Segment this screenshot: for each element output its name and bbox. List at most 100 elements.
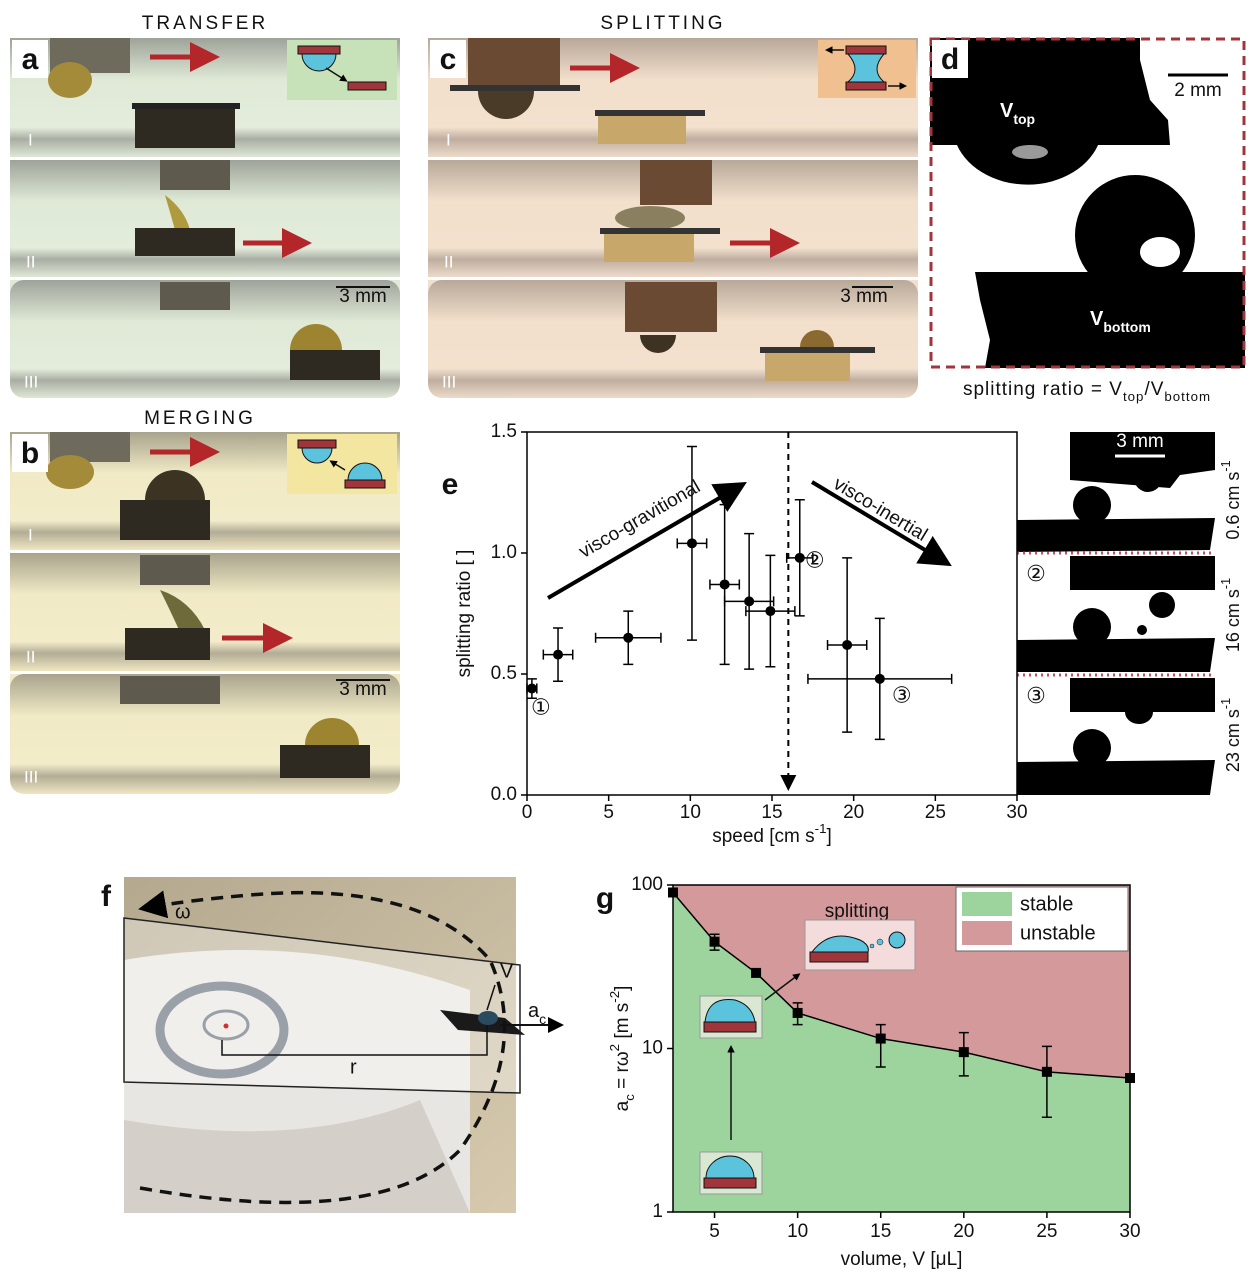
schematic-plate bbox=[846, 46, 886, 54]
schematic-plate bbox=[846, 82, 886, 90]
x-axis-label-part: ] bbox=[826, 826, 831, 847]
data-point bbox=[527, 684, 537, 694]
x-axis-label: volume, V [μL] bbox=[841, 1249, 963, 1270]
droplet bbox=[48, 62, 92, 98]
binary-image bbox=[1017, 432, 1215, 795]
radius-label: r bbox=[350, 1056, 357, 1078]
substrate bbox=[120, 500, 210, 540]
substrate bbox=[760, 347, 875, 353]
point-label: ③ bbox=[892, 683, 912, 708]
caption: splitting ratio = Vtop/Vbottom bbox=[963, 379, 1211, 404]
row-label: I bbox=[28, 130, 33, 149]
scale-label: 2 mm bbox=[1174, 80, 1222, 101]
speed-label: 0.6 cm s-1 bbox=[1219, 460, 1242, 539]
schematic-drop bbox=[877, 939, 883, 945]
center bbox=[224, 1024, 229, 1029]
panel-d: d 2 mm bbox=[930, 38, 1245, 368]
x-tick-label: 10 bbox=[680, 802, 701, 823]
x-tick-label: 5 bbox=[709, 1221, 720, 1242]
droplet bbox=[1073, 486, 1111, 524]
x-axis-label-part: volume, V [μL] bbox=[841, 1249, 963, 1270]
caption-part: /V bbox=[1144, 379, 1164, 400]
speed-label-part: -1 bbox=[1219, 578, 1233, 589]
data-point bbox=[876, 1034, 886, 1044]
scale-label: 3 mm bbox=[1116, 431, 1164, 452]
y-tick-label: 10 bbox=[642, 1038, 663, 1059]
y-tick-label: 100 bbox=[631, 874, 663, 895]
data-point bbox=[744, 596, 754, 606]
substrate bbox=[600, 228, 720, 234]
x-tick-label: 25 bbox=[925, 802, 946, 823]
substrate bbox=[598, 116, 686, 144]
bottom-substrate bbox=[1017, 518, 1215, 552]
x-tick-label: 30 bbox=[1006, 802, 1027, 823]
accel-label: ac bbox=[528, 1000, 546, 1026]
panel-b: b MERGING I II III 3 mm bbox=[10, 408, 400, 794]
point-label: ② bbox=[805, 548, 825, 573]
row-label: I bbox=[446, 130, 451, 149]
speed-label-part: 16 cm s bbox=[1223, 589, 1243, 652]
point-label: ① bbox=[531, 694, 551, 719]
bottom-substrate bbox=[1017, 638, 1215, 672]
panel-label: f bbox=[101, 880, 112, 913]
substrate bbox=[125, 628, 210, 660]
caption-part: bottom bbox=[1164, 389, 1211, 404]
substrate bbox=[135, 228, 235, 256]
volume-label-part: V bbox=[1090, 308, 1104, 330]
scale-label: 3 mm bbox=[840, 286, 888, 307]
x-tick-label: 0 bbox=[522, 802, 533, 823]
x-axis-label: speed [cm s-1] bbox=[712, 821, 832, 847]
panel-label: b bbox=[21, 437, 39, 470]
legend-swatch bbox=[962, 892, 1012, 916]
data-point bbox=[720, 579, 730, 589]
panel-title: MERGING bbox=[144, 408, 256, 429]
x-tick-label: 15 bbox=[761, 802, 782, 823]
legend-label: stable bbox=[1020, 893, 1073, 915]
data-point bbox=[751, 968, 761, 978]
data-point bbox=[1042, 1067, 1052, 1077]
x-tick-label: 30 bbox=[1119, 1221, 1140, 1242]
substrate bbox=[135, 108, 235, 148]
data-point bbox=[842, 640, 852, 650]
schematic-drop bbox=[889, 932, 905, 948]
y-axis-label-part: = rω bbox=[612, 1051, 633, 1094]
panel-a: a TRANSFER I II III 3 mm bbox=[10, 13, 400, 398]
substrate bbox=[625, 282, 717, 332]
volume-label-part: V bbox=[1000, 100, 1014, 122]
y-axis-label-part: 2 bbox=[607, 1044, 622, 1051]
volume-label: V bbox=[500, 960, 514, 982]
row-label: II bbox=[26, 252, 35, 271]
caption-part: splitting ratio = V bbox=[963, 379, 1123, 400]
y-axis-label: ac = rω2 [m s-2] bbox=[607, 986, 637, 1112]
panel-e-strip: 3 mm ① ② ③ bbox=[1017, 431, 1215, 795]
substrate bbox=[140, 555, 210, 585]
speed-label-part: -1 bbox=[1219, 460, 1233, 471]
accel-label-part: c bbox=[539, 1011, 546, 1027]
droplet bbox=[615, 206, 685, 230]
x-tick-label: 10 bbox=[787, 1221, 808, 1242]
substrate bbox=[468, 38, 560, 86]
y-axis-label-part: [m s bbox=[612, 1003, 633, 1044]
data-point bbox=[710, 937, 720, 947]
panel-label: g bbox=[596, 882, 614, 915]
schematic-plate bbox=[298, 46, 340, 54]
row-label: III bbox=[442, 372, 456, 391]
x-tick-label: 25 bbox=[1036, 1221, 1057, 1242]
y-axis-label-part: -2 bbox=[607, 991, 622, 1003]
data-point bbox=[687, 538, 697, 548]
row-label: I bbox=[28, 525, 33, 544]
x-axis-label-part: speed [cm s bbox=[712, 826, 814, 847]
speed-label-part: -1 bbox=[1219, 698, 1233, 709]
trend-arrow bbox=[548, 486, 740, 598]
schematic-plate bbox=[345, 480, 385, 488]
reflection bbox=[1012, 145, 1048, 159]
schematic-plate bbox=[704, 1022, 756, 1032]
trend-arrow bbox=[812, 482, 945, 562]
schematic-plate bbox=[810, 952, 868, 962]
y-tick-label: 1 bbox=[652, 1201, 663, 1222]
top-substrate bbox=[1070, 678, 1215, 712]
speed-label: 16 cm s-1 bbox=[1219, 578, 1242, 652]
y-axis-label-part: ] bbox=[612, 986, 633, 991]
data-point bbox=[553, 650, 563, 660]
substrate bbox=[132, 103, 240, 109]
